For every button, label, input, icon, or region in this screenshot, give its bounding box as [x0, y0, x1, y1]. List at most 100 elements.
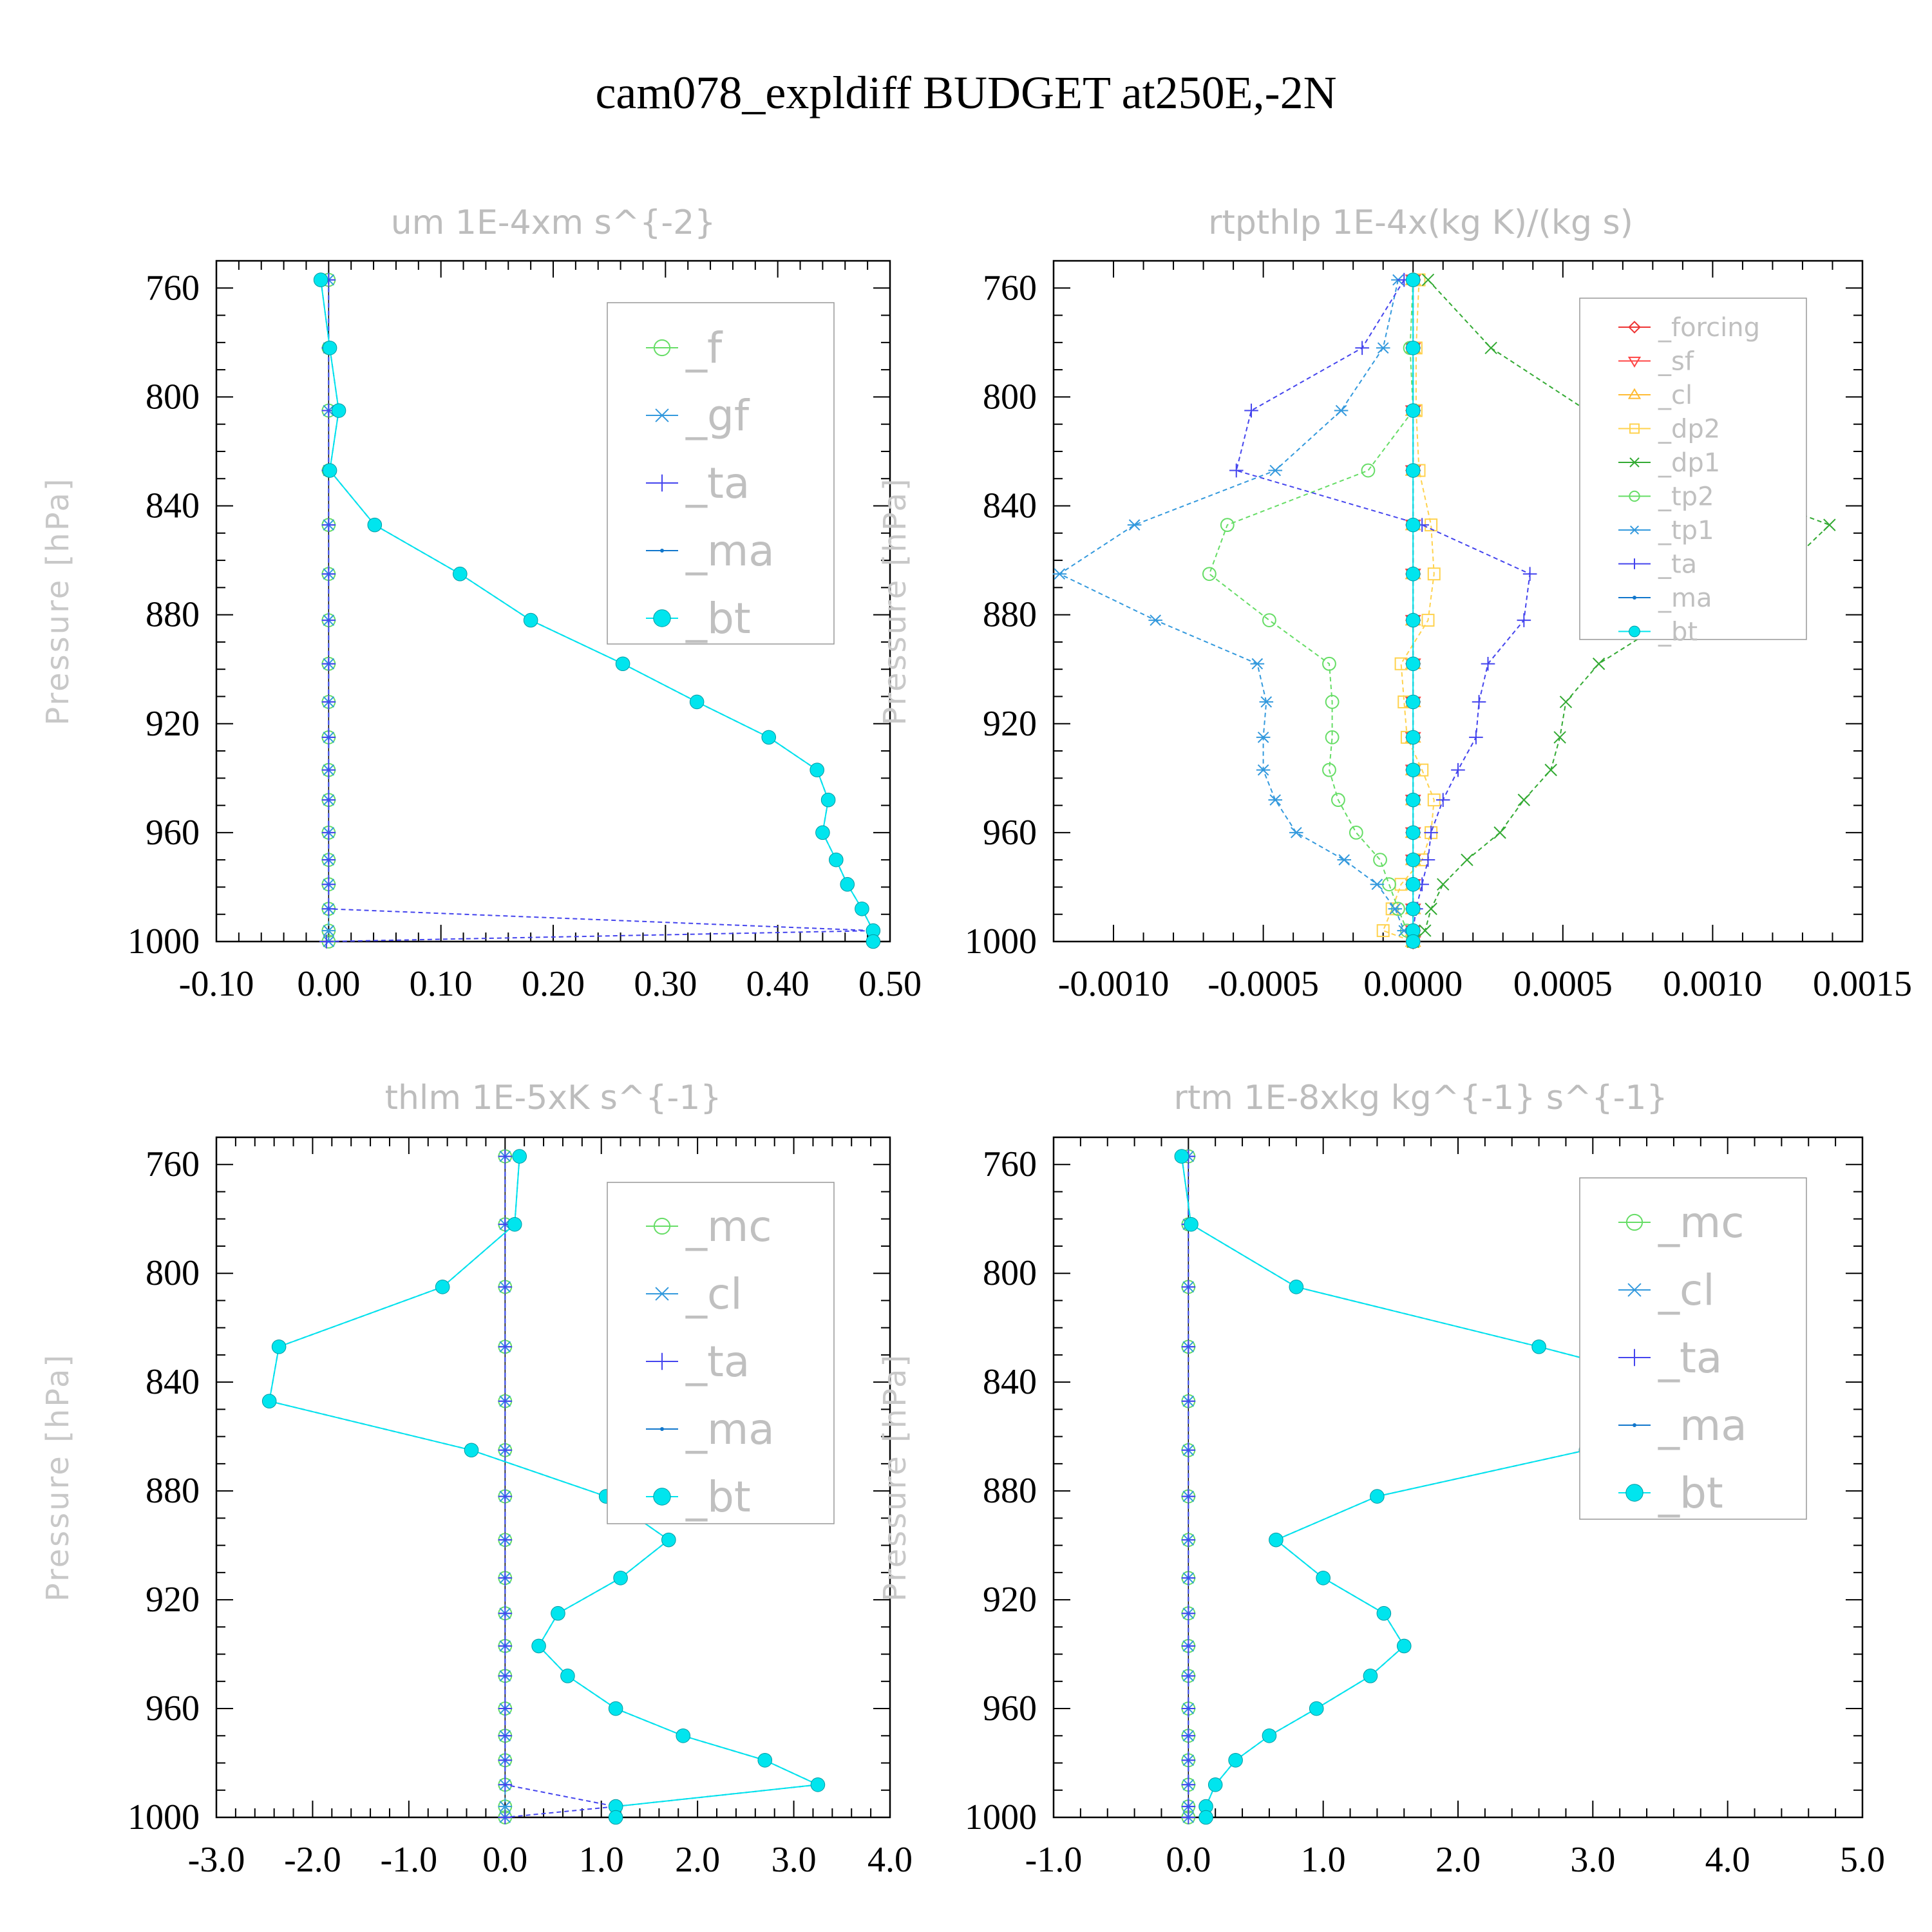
data-point — [1181, 1639, 1196, 1653]
data-point — [313, 272, 328, 287]
legend-label: _tp2 — [1658, 482, 1714, 512]
legend-label: _tp1 — [1658, 516, 1714, 545]
y-tick-label: 760 — [146, 268, 200, 308]
data-point — [1228, 1752, 1243, 1768]
y-axis-label: Pressure [hPa] — [877, 1353, 913, 1602]
data-point — [1148, 614, 1162, 626]
panel-title: um 1E-4xm s^{-2} — [391, 204, 716, 242]
data-point — [1553, 731, 1566, 744]
y-tick-label: 800 — [983, 377, 1037, 417]
data-point — [676, 1728, 691, 1743]
data-point — [321, 877, 336, 892]
data-point — [498, 1533, 513, 1547]
series-dp2 — [1376, 273, 1441, 948]
chart-panel-1: um 1E-4xm s^{-2} Pressure [hPa] 760 800 840 8… — [40, 204, 922, 1004]
data-point — [507, 1217, 522, 1232]
legend-item: _forcing — [1618, 313, 1760, 343]
x-tick-label: -1.0 — [381, 1840, 438, 1880]
legend-item: _sf — [1618, 347, 1694, 377]
series-line — [1235, 279, 1531, 942]
data-point — [1244, 403, 1258, 418]
panel-title: rtm 1E-8xkg kg^{-1} s^{-1} — [1173, 1079, 1667, 1117]
data-point — [1396, 1638, 1412, 1654]
data-point — [321, 826, 336, 840]
data-point — [810, 762, 824, 777]
legend-item: _mc — [1618, 1198, 1745, 1247]
y-tick-label: 840 — [983, 486, 1037, 526]
legend-item: _bt — [646, 1472, 751, 1522]
data-point — [1405, 825, 1421, 840]
data-point — [498, 1443, 513, 1457]
data-point — [820, 792, 836, 808]
data-point — [1289, 827, 1303, 838]
data-point — [1181, 1810, 1196, 1824]
legend-label: _ma — [685, 1405, 775, 1454]
series-ta — [1229, 272, 1537, 949]
x-tick-label: 0.20 — [522, 964, 585, 1004]
data-point — [322, 340, 337, 355]
data-point — [1181, 1669, 1196, 1683]
data-point — [1376, 342, 1390, 354]
data-point — [321, 793, 336, 807]
legend-label: _bt — [685, 594, 751, 643]
data-point — [661, 1532, 676, 1548]
data-point — [1405, 730, 1421, 745]
x-tick-label: 0.0005 — [1513, 964, 1613, 1004]
y-tick-label: 760 — [983, 1144, 1037, 1184]
data-point — [1181, 1728, 1196, 1743]
legend-item: _ta — [1618, 550, 1697, 580]
data-point — [498, 1489, 513, 1504]
y-tick-label: 1000 — [128, 1797, 200, 1837]
data-point — [1472, 695, 1486, 709]
data-point — [321, 518, 336, 532]
y-tick-label: 880 — [146, 1471, 200, 1511]
data-point — [1363, 1669, 1378, 1683]
legend-item: _tp2 — [1618, 482, 1714, 512]
data-point — [1208, 1777, 1223, 1792]
data-point — [1405, 272, 1421, 287]
data-point — [1405, 463, 1421, 478]
x-tick-label: -0.0005 — [1208, 964, 1319, 1004]
y-tick-label: 840 — [983, 1362, 1037, 1402]
data-point — [453, 566, 468, 582]
x-tick-label: -0.0010 — [1058, 964, 1170, 1004]
y-axis-label: Pressure [hPa] — [40, 1353, 76, 1602]
data-point — [1316, 1570, 1331, 1586]
legend-item: _ta — [646, 459, 750, 508]
legend-label: _cl — [1658, 1265, 1715, 1315]
x-tick-label: 0.40 — [746, 964, 810, 1004]
y-tick-label: 1000 — [128, 922, 200, 961]
data-point — [498, 1571, 513, 1586]
y-axis-label: Pressure [hPa] — [40, 477, 76, 725]
data-point — [1349, 825, 1363, 840]
data-point — [1262, 613, 1276, 627]
data-point — [855, 901, 869, 916]
x-tick-label: 0.50 — [858, 964, 922, 1004]
legend-label: _f — [685, 323, 723, 373]
x-tick-label: 1.0 — [1301, 1840, 1346, 1880]
data-point — [1269, 1532, 1283, 1548]
data-point — [1331, 793, 1345, 808]
y-tick-label: 800 — [146, 377, 200, 417]
x-tick-label: 0.10 — [410, 964, 473, 1004]
legend-label: _ma — [1658, 1401, 1747, 1450]
x-tick-label: 0.0 — [1166, 1840, 1211, 1880]
data-point — [321, 730, 336, 744]
data-point — [319, 934, 334, 949]
legend-label: _ta — [1658, 550, 1697, 580]
data-point — [1405, 340, 1421, 355]
y-tick-label: 920 — [146, 1580, 200, 1620]
x-tick-label: -0.10 — [179, 964, 254, 1004]
data-point — [1181, 1443, 1196, 1457]
data-point — [1262, 1728, 1277, 1743]
data-point — [1181, 1280, 1196, 1294]
data-point — [689, 694, 705, 710]
data-point — [1376, 1605, 1392, 1621]
series-line — [326, 279, 873, 942]
y-tick-label: 920 — [146, 704, 200, 744]
plot-frame — [215, 1136, 891, 1819]
data-point — [464, 1443, 479, 1458]
data-point — [271, 1339, 287, 1354]
data-point — [757, 1752, 773, 1768]
series-bt — [1405, 272, 1421, 949]
